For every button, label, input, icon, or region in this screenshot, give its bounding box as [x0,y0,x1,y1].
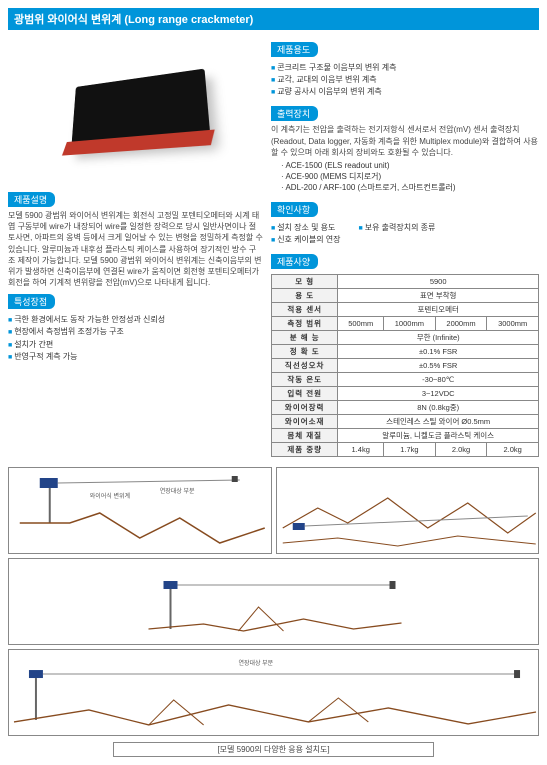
svg-text:연장대상 부분: 연장대상 부분 [239,659,274,667]
list-item: 반영구적 계측 가능 [8,351,263,363]
output-list: ACE-1500 (ELS readout unit) ACE-900 (MEM… [271,160,539,194]
list-item: ADL-200 / ARF-100 (스마트로거, 스마트컨트롤러) [281,182,539,193]
check-right: 보유 출력장치의 종류 [359,222,436,246]
spec-label: 정 확 도 [272,344,338,358]
list-item: 신호 케이블의 연장 [271,234,341,246]
features-head: 특성장점 [8,294,55,309]
spec-value: 알루미늄, 니켈도금 플라스틱 케이스 [338,428,539,442]
usage-head: 제품용도 [271,42,318,57]
list-item: 교각, 교대의 이음부 변위 계측 [271,74,539,86]
output-head: 출력장치 [271,106,318,121]
product-photo [46,40,226,180]
spec-table: 모 형 5900 용 도 표면 부착형 적용 센서 포텐티오메터 측정 범위 5… [271,274,539,457]
spec-label: 와이어장력 [272,400,338,414]
list-item: 교량 공사시 이음부의 변위 계측 [271,86,539,98]
spec-label: 제품 중량 [272,442,338,456]
list-item: 현장에서 측정범위 조정가능 구조 [8,326,263,338]
list-item: ACE-1500 (ELS readout unit) [281,160,539,171]
right-column: 제품용도 콘크리트 구조물 이음부의 변위 계측 교각, 교대의 이음부 변위 … [271,36,539,457]
table-row: 용 도 표면 부착형 [272,288,539,302]
diagram-3 [8,558,539,645]
spec-value: 500mm [338,316,384,330]
spec-label: 직선성오차 [272,358,338,372]
spec-label: 작동 온도 [272,372,338,386]
spec-value: 8N (0.8kg중) [338,400,539,414]
spec-value: 표면 부착형 [338,288,539,302]
left-column: 제품설명 모델 5900 광범위 와이어식 변위계는 회전식 고정밀 포텐티오메… [8,36,263,457]
spec-label: 몸체 재질 [272,428,338,442]
spec-label: 와이어소재 [272,414,338,428]
product-desc-head: 제품설명 [8,192,55,207]
table-row: 측정 범위 500mm 1000mm 2000mm 3000mm [272,316,539,330]
spec-value: 2.0kg [435,442,487,456]
page-title: 광범위 와이어식 변위계 (Long range crackmeter) [8,8,539,30]
table-row: 와이어소재 스테인레스 스틸 와이어 Ø0.5mm [272,414,539,428]
svg-text:와이어식 변위계: 와이어식 변위계 [90,492,130,500]
spec-label: 용 도 [272,288,338,302]
diagram-2 [276,467,540,554]
features-list: 극한 환경에서도 동작 가능한 안정성과 신뢰성 현장에서 측정범위 조정가능 … [8,314,263,363]
main-columns: 제품설명 모델 5900 광범위 와이어식 변위계는 회전식 고정밀 포텐티오메… [8,36,539,457]
table-row: 몸체 재질 알루미늄, 니켈도금 플라스틱 케이스 [272,428,539,442]
spec-value: 3000mm [487,316,539,330]
table-row: 분 해 능 무한 (Infinite) [272,330,539,344]
spec-value: 1.4kg [338,442,384,456]
spec-value: ±0.5% FSR [338,358,539,372]
spec-head: 제품사양 [271,254,318,269]
spec-label: 분 해 능 [272,330,338,344]
table-row: 정 확 도 ±0.1% FSR [272,344,539,358]
usage-list: 콘크리트 구조물 이음부의 변위 계측 교각, 교대의 이음부 변위 계측 교량… [271,62,539,98]
table-row: 모 형 5900 [272,274,539,288]
spec-value: 1.7kg [384,442,436,456]
table-row: 적용 센서 포텐티오메터 [272,302,539,316]
spec-value: 포텐티오메터 [338,302,539,316]
diagram-grid: 와이어식 변위계 연장대상 부분 연장대상 [8,467,539,736]
spec-value: -30~80℃ [338,372,539,386]
check-left: 설치 장소 및 용도 신호 케이블의 연장 [271,222,341,246]
diagram-caption: [모델 5900의 다양한 응용 설치도] [113,742,434,757]
diagram-4: 연장대상 부분 [8,649,539,736]
svg-text:연장대상 부분: 연장대상 부분 [160,487,195,495]
table-row: 입력 전원 3~12VDC [272,386,539,400]
spec-label: 적용 센서 [272,302,338,316]
check-head: 확인사항 [271,202,318,217]
table-row: 작동 온도 -30~80℃ [272,372,539,386]
table-row: 제품 중량 1.4kg 1.7kg 2.0kg 2.0kg [272,442,539,456]
list-item: 설치가 간편 [8,339,263,351]
product-desc-text: 모델 5900 광범위 와이어식 변위계는 회전식 고정밀 포텐티오메터와 시계… [8,210,263,288]
spec-value: 1000mm [384,316,436,330]
list-item: 보유 출력장치의 종류 [359,222,436,234]
spec-value: 2.0kg [487,442,539,456]
check-columns: 설치 장소 및 용도 신호 케이블의 연장 보유 출력장치의 종류 [271,220,539,248]
spec-label: 모 형 [272,274,338,288]
list-item: 콘크리트 구조물 이음부의 변위 계측 [271,62,539,74]
list-item: 설치 장소 및 용도 [271,222,341,234]
diagram-1: 와이어식 변위계 연장대상 부분 [8,467,272,554]
device-illustration [71,69,210,150]
table-row: 와이어장력 8N (0.8kg중) [272,400,539,414]
output-text: 이 계측기는 전압을 출력하는 전기저항식 센서로서 전압(mV) 센서 출력장… [271,124,539,158]
table-row: 직선성오차 ±0.5% FSR [272,358,539,372]
list-item: ACE-900 (MEMS 디지로거) [281,171,539,182]
spec-value: 무한 (Infinite) [338,330,539,344]
spec-label: 측정 범위 [272,316,338,330]
spec-value: 2000mm [435,316,487,330]
spec-label: 입력 전원 [272,386,338,400]
spec-value: ±0.1% FSR [338,344,539,358]
spec-value: 스테인레스 스틸 와이어 Ø0.5mm [338,414,539,428]
spec-value: 3~12VDC [338,386,539,400]
spec-value: 5900 [338,274,539,288]
list-item: 극한 환경에서도 동작 가능한 안정성과 신뢰성 [8,314,263,326]
